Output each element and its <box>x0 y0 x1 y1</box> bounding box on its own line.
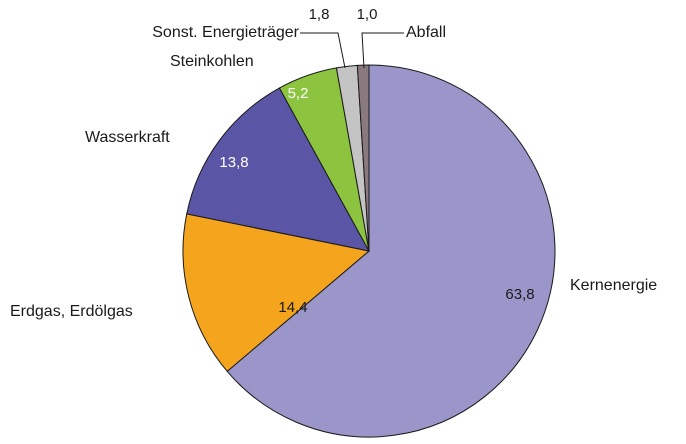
category-label: Sonst. Energieträger <box>152 24 299 41</box>
value-label: 13,8 <box>219 154 248 171</box>
leader-line <box>300 32 346 69</box>
value-label: 14,4 <box>278 299 307 316</box>
pie-slice <box>182 213 371 373</box>
category-label: Steinkohlen <box>170 53 254 70</box>
pie-slice <box>186 87 370 252</box>
category-label: Erdgas, Erdölgas <box>10 303 133 320</box>
value-label: 1,0 <box>357 6 378 23</box>
leader-line <box>361 32 404 69</box>
pie-slice <box>356 64 370 252</box>
pie-slice <box>226 64 556 438</box>
value-label: 1,8 <box>309 6 330 23</box>
category-label: Wasserkraft <box>85 129 170 146</box>
category-label: Abfall <box>406 24 446 41</box>
value-label: 5,2 <box>288 85 309 102</box>
category-label: Kernenergie <box>570 277 657 294</box>
value-label: 63,8 <box>505 286 534 303</box>
